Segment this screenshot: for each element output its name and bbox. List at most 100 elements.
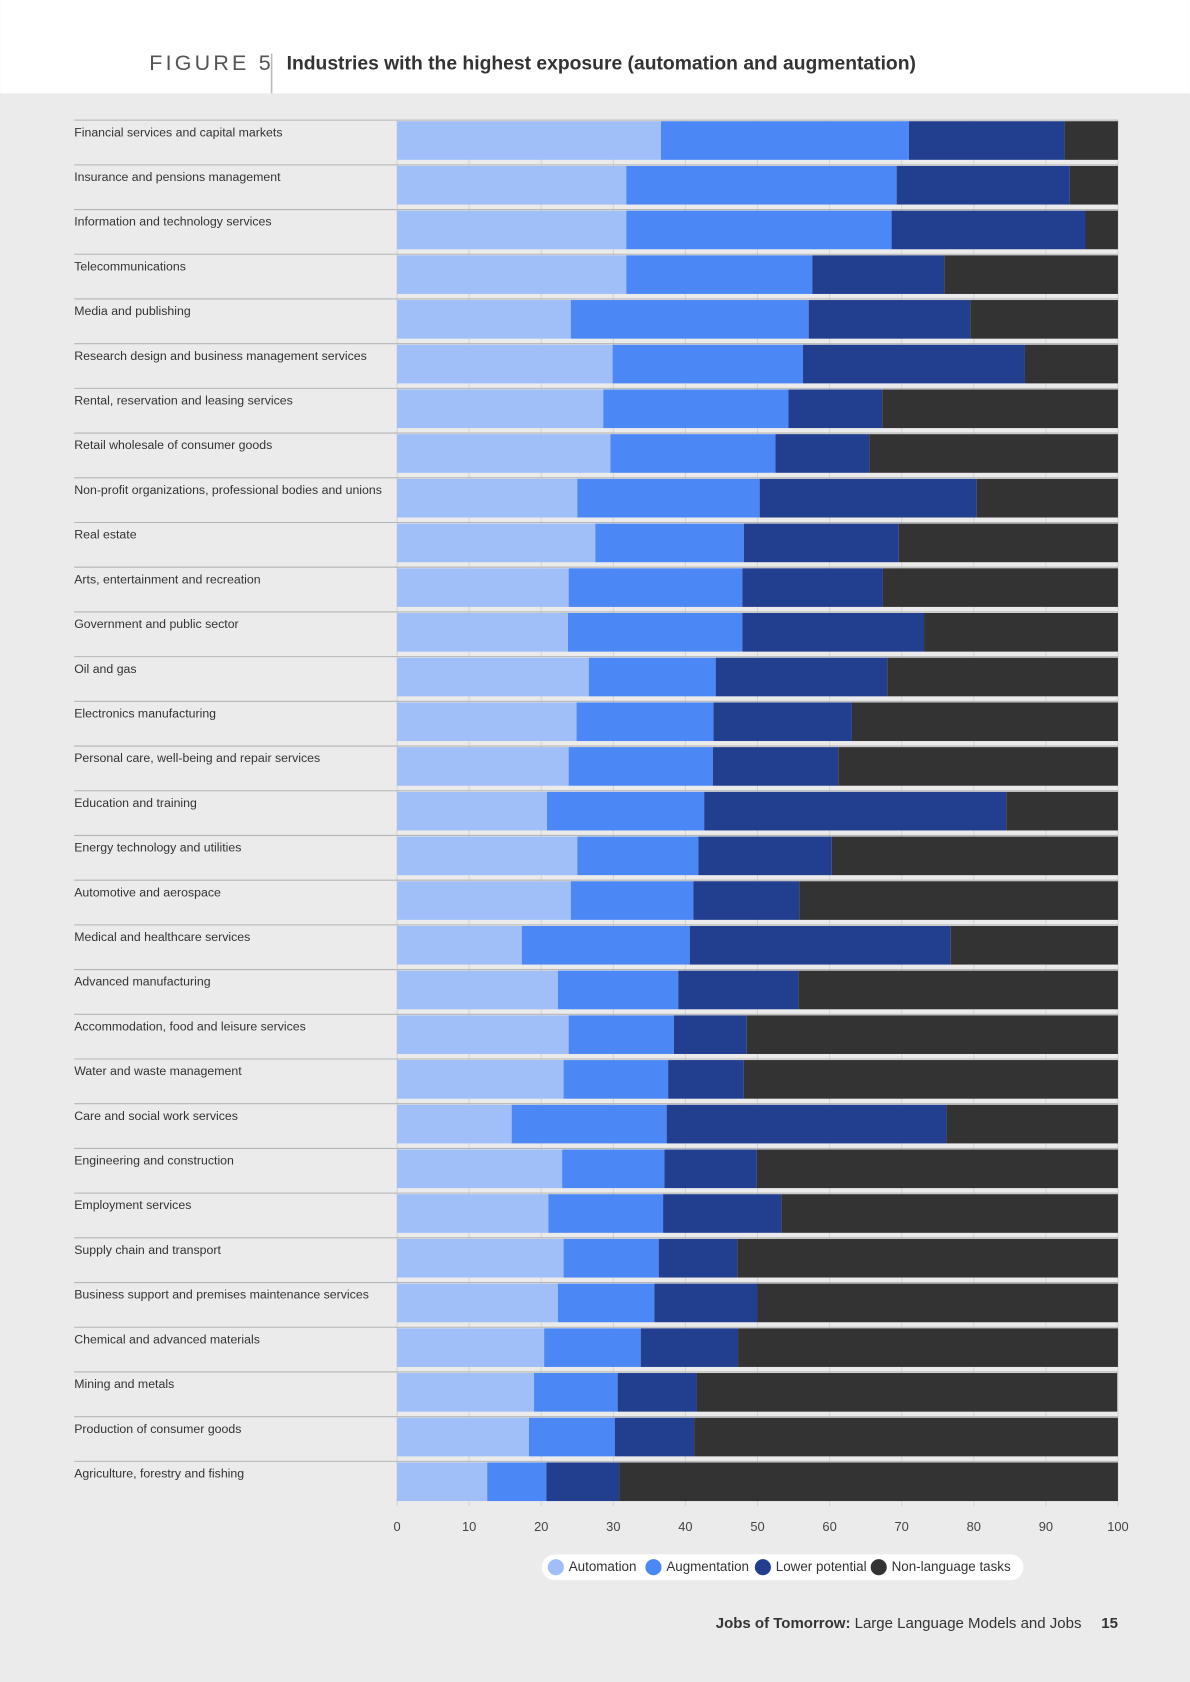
bar-segment bbox=[397, 300, 571, 339]
legend-swatch bbox=[754, 1559, 771, 1576]
y-tick-label: Energy technology and utilities bbox=[74, 841, 241, 855]
bar-segment bbox=[397, 747, 569, 786]
bar-segment bbox=[397, 1328, 545, 1367]
bar-segment bbox=[831, 836, 1118, 876]
bar-segment bbox=[397, 1373, 535, 1412]
bar-segment bbox=[577, 478, 760, 518]
bar-segment bbox=[908, 121, 1065, 160]
x-tick-label: 30 bbox=[606, 1519, 620, 1534]
chart-title: Industries with the highest exposure (au… bbox=[287, 53, 916, 74]
bar-segment bbox=[568, 568, 743, 607]
bar-segment bbox=[534, 1373, 618, 1412]
bar-segment bbox=[704, 791, 1007, 831]
bar-segment bbox=[588, 657, 716, 697]
bar-segment bbox=[756, 1149, 1118, 1189]
bar-segment bbox=[563, 1060, 669, 1099]
bar-segment bbox=[678, 970, 799, 1010]
bar-segment bbox=[576, 702, 714, 742]
y-tick-label: Rental, reservation and leasing services bbox=[74, 394, 293, 408]
bar-segment bbox=[799, 881, 1118, 920]
y-tick-label: Retail wholesale of consumer goods bbox=[74, 438, 272, 452]
bar-segment bbox=[668, 1060, 744, 1099]
bar-segment bbox=[626, 255, 813, 294]
y-tick-label: Employment services bbox=[74, 1198, 191, 1212]
y-tick-label: Engineering and construction bbox=[74, 1154, 234, 1168]
bar-segment bbox=[946, 1104, 1118, 1144]
bar-segment bbox=[788, 389, 883, 429]
bar-segment bbox=[664, 1149, 757, 1189]
bar-segment bbox=[976, 478, 1118, 518]
y-tick-label: Research design and business management … bbox=[74, 349, 367, 363]
bar-segment bbox=[808, 300, 971, 339]
bar-segment bbox=[529, 1417, 615, 1457]
bar-segment bbox=[1069, 165, 1118, 205]
bar-segment bbox=[660, 121, 909, 160]
x-tick-label: 100 bbox=[1107, 1519, 1128, 1534]
bar-segment bbox=[568, 747, 713, 786]
bar-segment bbox=[658, 1238, 738, 1278]
bar-segment bbox=[742, 568, 883, 607]
rows: Financial services and capital markets In… bbox=[74, 119, 1118, 1502]
bar-segment bbox=[557, 1283, 655, 1323]
y-tick-label: Medical and healthcare services bbox=[74, 930, 250, 944]
bar-segment bbox=[397, 389, 604, 429]
y-tick-label: Arts, entertainment and recreation bbox=[74, 572, 261, 586]
bar-segment bbox=[666, 1104, 947, 1144]
bar-segment bbox=[673, 1015, 747, 1054]
bar-segment bbox=[563, 1238, 659, 1278]
bar-segment bbox=[612, 344, 803, 384]
bar-segment bbox=[397, 881, 571, 920]
bar-segment bbox=[397, 1238, 564, 1278]
bar-segment bbox=[781, 1194, 1118, 1233]
bar-segment bbox=[397, 1194, 549, 1233]
bar-segment bbox=[397, 121, 661, 160]
bar-segment bbox=[757, 1283, 1118, 1323]
bar-segment bbox=[743, 1060, 1118, 1099]
bar-segment bbox=[397, 1104, 512, 1144]
bar-segment bbox=[887, 657, 1118, 697]
bar-segment bbox=[1006, 791, 1118, 831]
footer-title: Jobs of Tomorrow: Large Language Models … bbox=[716, 1615, 1082, 1632]
x-tick-label: 10 bbox=[462, 1519, 476, 1534]
bar-segment bbox=[397, 1149, 563, 1189]
bar-segment bbox=[397, 612, 568, 652]
bar-segment bbox=[715, 657, 888, 697]
y-tick-label: Care and social work services bbox=[74, 1109, 238, 1123]
bar-segment bbox=[487, 1462, 547, 1502]
x-tick-label: 0 bbox=[394, 1519, 401, 1534]
bar-segment bbox=[397, 1417, 530, 1457]
bar-segment bbox=[603, 389, 789, 429]
bar-segment bbox=[546, 1462, 620, 1502]
bar-segment bbox=[851, 702, 1118, 742]
bar-segment bbox=[693, 881, 800, 920]
bar-segment bbox=[746, 1015, 1118, 1054]
y-tick-label: Water and waste management bbox=[74, 1064, 242, 1078]
y-tick-label: Media and publishing bbox=[74, 304, 191, 318]
bar-segment bbox=[869, 434, 1118, 473]
bar-segment bbox=[544, 1328, 641, 1367]
y-tick-label: Agriculture, forestry and fishing bbox=[74, 1466, 244, 1480]
bar-segment bbox=[397, 1015, 569, 1054]
y-tick-label: Real estate bbox=[74, 528, 137, 542]
y-tick-label: Electronics manufacturing bbox=[74, 706, 216, 720]
bar-segment bbox=[548, 1194, 664, 1233]
y-tick-label: Mining and metals bbox=[74, 1377, 174, 1391]
bar-segment bbox=[743, 523, 899, 563]
bar-segment bbox=[617, 1373, 697, 1412]
y-tick-label: Non-profit organizations, professional b… bbox=[74, 483, 382, 497]
bar-segment bbox=[1085, 210, 1118, 250]
bar-segment bbox=[397, 1283, 558, 1323]
bar-segment bbox=[759, 478, 977, 518]
bar-segment bbox=[812, 255, 945, 294]
bar-segment bbox=[397, 478, 578, 518]
bar-segment bbox=[712, 747, 839, 786]
bar-segment bbox=[562, 1149, 665, 1189]
bar-segment bbox=[694, 1417, 1118, 1457]
bar-segment bbox=[891, 210, 1086, 250]
bar-segment bbox=[838, 747, 1118, 786]
y-tick-label: Business support and premises maintenanc… bbox=[74, 1288, 369, 1302]
bar-segment bbox=[924, 612, 1118, 652]
bar-segment bbox=[898, 523, 1118, 563]
